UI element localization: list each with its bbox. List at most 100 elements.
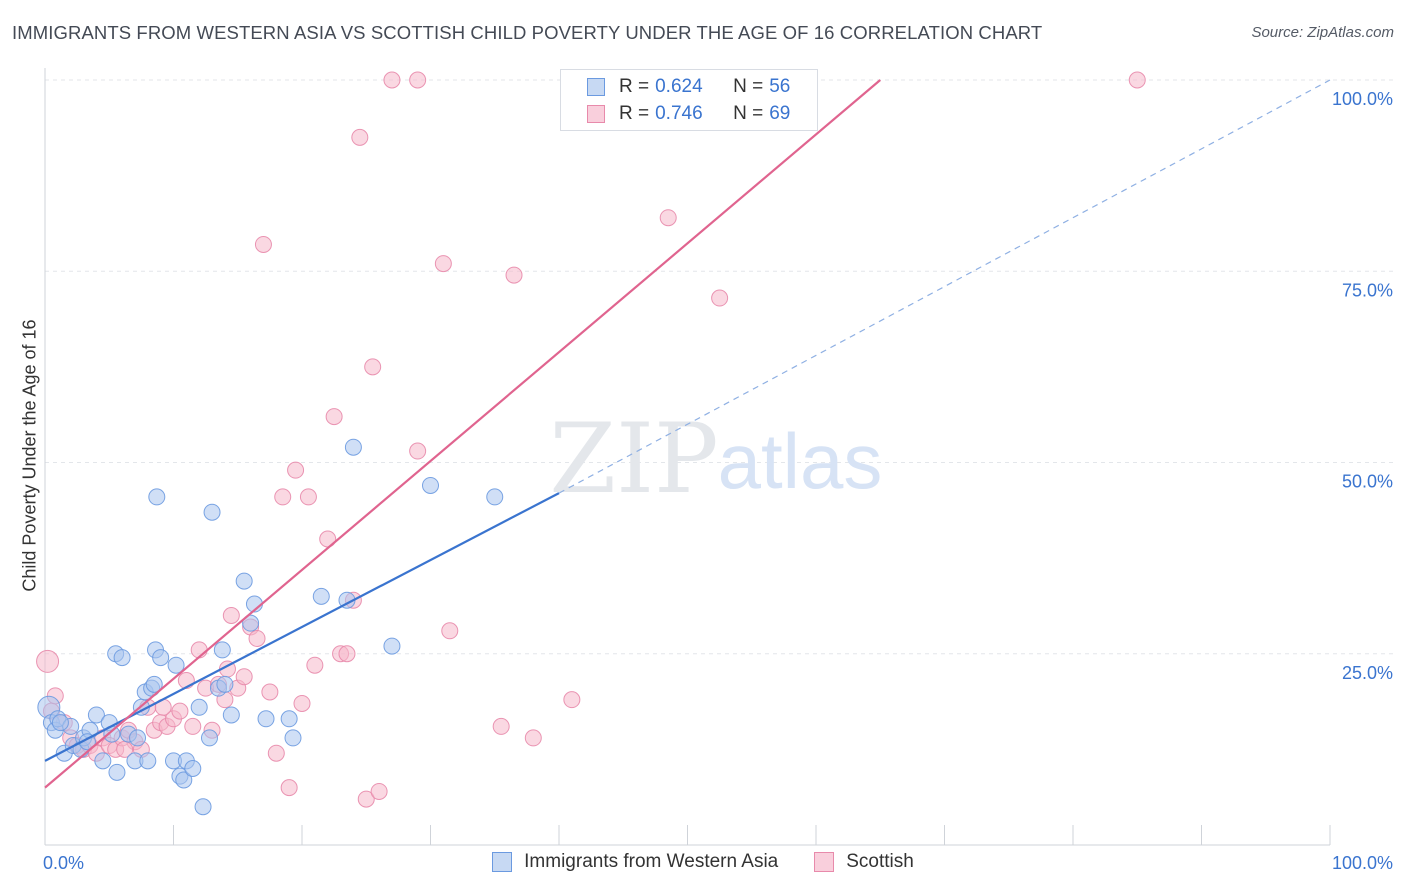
legend-swatch-pink [814,852,835,872]
y-tick-label: 75.0% [1342,280,1393,300]
legend-r-label: R = [619,76,650,97]
legend-label-scottish: Scottish [846,851,914,872]
western-asia-point [94,752,112,770]
scottish-point [409,442,427,460]
y-tick-label: 25.0% [1342,663,1393,683]
western-asia-point [87,706,105,724]
scottish-point [351,128,369,146]
western-asia-trendline [44,492,560,762]
western-asia-point [235,572,253,590]
western-asia-point [194,798,212,816]
scottish-point [280,779,298,797]
scottish-point [293,694,311,712]
tick-label-layer: 25.0% 50.0% 75.0% 100.0% 0.0% 100.0% [43,89,1393,873]
scottish-point [267,744,285,762]
western-asia-point [222,706,240,724]
western-asia-point [145,675,163,693]
western-asia-point [216,675,234,693]
scottish-point [524,729,542,747]
source-credit: Source: ZipAtlas.com [1251,24,1394,41]
watermark-atlas: atlas [718,417,883,505]
western-asia-point [175,771,193,789]
western-asia-point [344,438,362,456]
legend-item-scottish: Scottish [814,851,914,873]
western-asia-point [51,714,69,732]
y-tick-label: 50.0% [1342,472,1393,492]
legend-swatch-blue [587,78,605,96]
scottish-point [274,488,292,506]
watermark-zip: ZIP [549,403,718,515]
legend-n-label: N = [733,103,764,124]
western-asia-point [148,488,166,506]
scottish-point [505,266,523,284]
x-tick-label-max: 100.0% [1332,853,1393,873]
western-asia-point [284,729,302,747]
legend-row-blue: R = 0.624 N = 56 [587,75,790,99]
western-asia-point [280,710,298,728]
western-asia-point [129,729,147,747]
scottish-point [287,461,305,479]
scottish-point [171,702,189,720]
scottish-point [248,629,266,647]
scottish-point [364,358,382,376]
scottish-point [441,622,459,640]
x-tick-label-min: 0.0% [43,853,84,873]
western-asia-point [486,488,504,506]
legend-item-western-asia: Immigrants from Western Asia [492,851,778,873]
western-asia-point [383,637,401,655]
scottish-point [357,790,375,808]
legend-swatch-blue [492,852,513,872]
western-asia-point [190,698,208,716]
scottish-point [306,656,324,674]
western-asia-point [257,710,275,728]
western-asia-point [108,763,126,781]
y-axis-label: Child Poverty Under the Age of 16 [19,319,40,592]
scottish-point [36,649,60,673]
scottish-point [370,782,388,800]
legend-r-label: R = [619,103,650,124]
scottish-point [254,235,272,253]
western-asia-trendline-extension [558,79,1331,494]
western-asia-point [200,729,218,747]
scottish-point [492,717,510,735]
scottish-point [261,683,279,701]
scottish-point [1128,71,1146,89]
western-asia-point [312,587,330,605]
y-tick-label: 100.0% [1332,89,1393,109]
trendline-layer [44,79,1331,789]
western-asia-point [139,752,157,770]
scottish-point [222,607,240,624]
western-asia-point [422,476,439,494]
scottish-point [563,691,581,709]
series-legend: Immigrants from Western Asia Scottish [0,851,1406,873]
scottish-point [235,668,253,686]
legend-n-label: N = [733,76,764,97]
legend-r-value: 0.624 [655,76,703,97]
scottish-point [325,408,343,426]
scottish-point [299,488,317,506]
chart-title: IMMIGRANTS FROM WESTERN ASIA VS SCOTTISH… [12,22,1043,43]
western-asia-point [184,760,202,777]
western-asia-point [203,503,221,521]
legend-r-value: 0.746 [655,103,703,124]
scottish-point [184,717,202,735]
western-asia-point [152,649,170,667]
correlation-legend: R = 0.624 N = 56 R = 0.746 N = 69 [560,69,818,131]
scottish-point [409,71,427,89]
western-asia-point [242,614,260,632]
scottish-point [383,71,401,89]
legend-label-western-asia: Immigrants from Western Asia [524,851,779,872]
western-asia-point [213,641,231,659]
legend-row-pink: R = 0.746 N = 69 [587,102,790,126]
scottish-point [338,645,356,663]
scottish-point [659,209,677,227]
scottish-point [190,641,208,659]
legend-n-value: 69 [769,103,791,124]
legend-swatch-pink [587,105,605,123]
legend-n-value: 56 [769,76,791,97]
grid-layer [45,79,1395,655]
western-asia-point [167,656,185,674]
scottish-point [711,289,729,307]
scottish-point [434,255,452,273]
